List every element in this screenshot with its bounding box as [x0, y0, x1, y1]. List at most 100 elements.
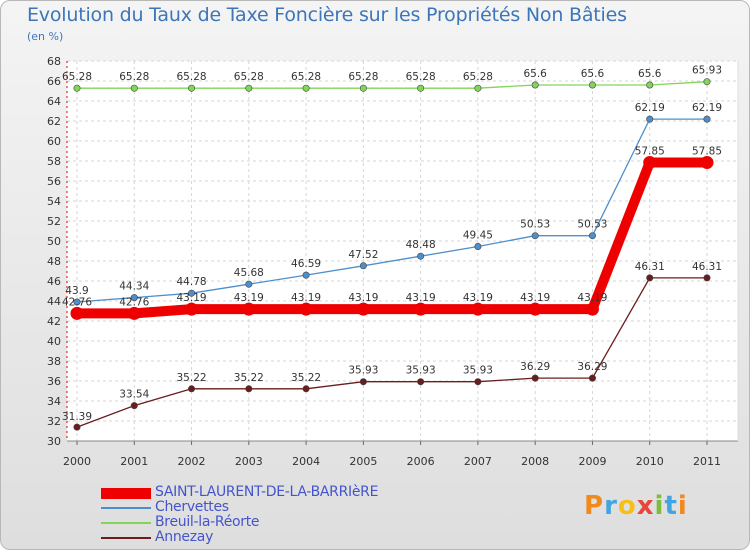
data-point: [417, 252, 425, 260]
y-tick-label: 52: [47, 215, 61, 228]
x-tick-label: 2001: [120, 455, 148, 468]
data-label: 65.28: [348, 71, 378, 83]
data-point: [417, 378, 425, 386]
y-tick-labels: 30 32 34 36 38 40 42 44 46 48 50 52 54 56 58 60 62 64 66 68: [47, 55, 61, 448]
data-label: 35.93: [406, 365, 436, 377]
data-label: 50.53: [520, 219, 550, 231]
data-label: 35.93: [463, 365, 493, 377]
data-label: 43.19: [406, 292, 436, 304]
data-label: 43.19: [291, 292, 321, 304]
x-tick-label: 2005: [349, 455, 377, 468]
data-point: [474, 84, 482, 92]
series-line-2: [76, 81, 708, 89]
y-tick-label: 64: [47, 95, 61, 108]
data-point: [588, 232, 596, 240]
data-point: [414, 302, 428, 316]
series-lines: [72, 81, 712, 428]
data-label: 65.28: [62, 71, 92, 83]
data-point: [646, 81, 654, 89]
data-point: [588, 374, 596, 382]
legend-label: Annezay: [155, 529, 214, 545]
data-label: 48.48: [406, 239, 436, 251]
data-point: [471, 302, 485, 316]
y-tick-label: 36: [47, 375, 61, 388]
data-point: [242, 302, 256, 316]
y-tick-label: 58: [47, 155, 61, 168]
data-point: [127, 306, 141, 320]
unit-label: (en %): [27, 30, 64, 43]
y-tick-label: 66: [47, 75, 61, 88]
data-point: [130, 294, 138, 302]
data-point: [73, 423, 81, 431]
data-label: 42.76: [119, 296, 149, 308]
data-label: 65.28: [234, 71, 264, 83]
data-label: 45.68: [234, 267, 264, 279]
data-label: 65.6: [638, 68, 662, 80]
data-label: 43.19: [234, 292, 264, 304]
data-point: [130, 402, 138, 410]
x-tick-label: 2003: [235, 455, 263, 468]
data-point: [299, 302, 313, 316]
data-point: [245, 84, 253, 92]
data-label: 35.93: [348, 365, 378, 377]
data-label: 65.28: [463, 71, 493, 83]
series-line-1: [76, 118, 708, 303]
data-point: [359, 378, 367, 386]
data-label: 65.28: [119, 71, 149, 83]
data-label: 35.22: [177, 372, 207, 384]
legend-label: Chervettes: [155, 499, 229, 515]
data-point: [188, 289, 196, 297]
data-label: 47.52: [348, 249, 378, 261]
gridlines: [67, 60, 738, 442]
data-label: 43.19: [177, 292, 207, 304]
y-tick-label: 38: [47, 355, 61, 368]
data-label: 65.6: [523, 68, 547, 80]
data-point: [245, 280, 253, 288]
data-point: [703, 274, 711, 282]
data-label: 65.28: [291, 71, 321, 83]
data-point: [185, 302, 199, 316]
legend-swatch: [101, 521, 151, 524]
data-point: [588, 81, 596, 89]
data-point: [531, 81, 539, 89]
plot-area: [67, 61, 738, 441]
y-tick-label: 54: [47, 195, 61, 208]
y-tick-label: 46: [47, 275, 61, 288]
x-tick-label: 2011: [693, 455, 721, 468]
y-tick-label: 42: [47, 315, 61, 328]
data-label: 57.85: [635, 146, 665, 158]
data-point: [73, 298, 81, 306]
data-label: 43.19: [520, 292, 550, 304]
data-point: [531, 232, 539, 240]
x-tick-label: 2002: [178, 455, 206, 468]
y-tick-label: 32: [47, 415, 61, 428]
chart-title: Evolution du Taux de Taxe Foncière sur l…: [27, 4, 627, 26]
legend-swatch: [101, 506, 151, 509]
y-tick-label: 60: [47, 135, 61, 148]
x-tick-label: 2009: [578, 455, 606, 468]
data-point: [474, 243, 482, 251]
data-point: [359, 84, 367, 92]
data-point: [302, 84, 310, 92]
legend-label: SAINT-LAURENT-DE-LA-BARRIèRE: [155, 484, 379, 500]
data-point: [643, 156, 657, 169]
x-tick-label: 2000: [63, 455, 91, 468]
y-tick-label: 62: [47, 115, 61, 128]
data-label: 65.6: [581, 68, 605, 80]
x-tick-labels: 2000 2001 2002 2003 2004 2005 2006 2007 2008 2009…: [63, 455, 721, 468]
data-label: 49.45: [463, 230, 493, 242]
data-point: [646, 274, 654, 282]
data-point: [73, 84, 81, 92]
data-label: 36.29: [577, 361, 607, 373]
data-point: [703, 78, 711, 86]
data-point: [703, 115, 711, 123]
data-point: [528, 302, 542, 316]
data-label: 62.19: [692, 102, 722, 114]
data-label: 42.76: [62, 296, 92, 308]
data-label: 44.34: [119, 281, 149, 293]
y-tick-label: 34: [47, 395, 61, 408]
data-point: [245, 385, 253, 393]
data-label: 43.19: [577, 292, 607, 304]
legend-label: Breuil-la-Réorte: [155, 514, 260, 530]
